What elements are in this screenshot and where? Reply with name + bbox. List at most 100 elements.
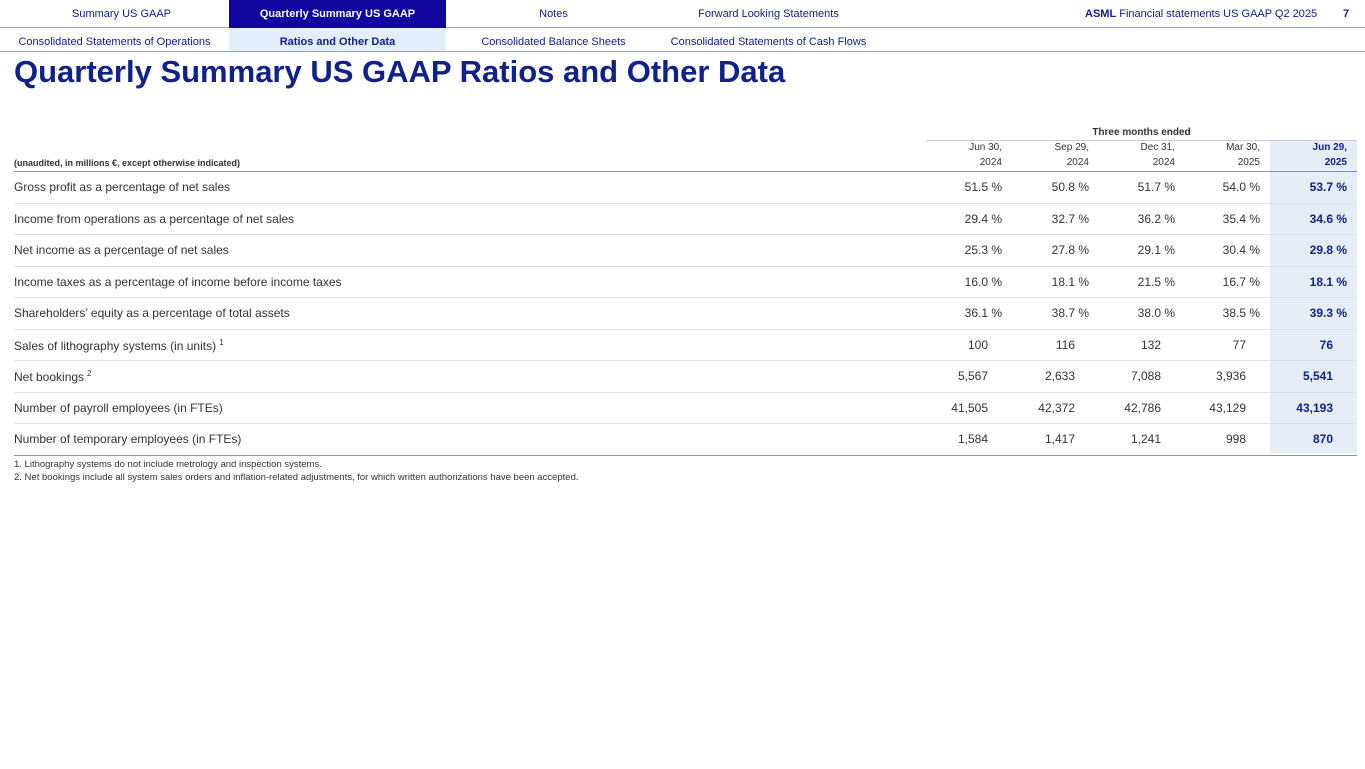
cell-value: 36.1 % [964, 306, 1002, 320]
cell-value: 39.3 % [1309, 306, 1347, 320]
cell-value: 38.0 % [1137, 306, 1175, 320]
group-header: Three months ended [1092, 127, 1191, 138]
nav-divider [0, 51, 1365, 52]
row-label: Number of payroll employees (in FTEs) [14, 401, 223, 415]
cell-value: 29.1 % [1137, 243, 1175, 257]
page-number: 7 [1343, 8, 1350, 20]
cell-value: 132 [1140, 337, 1161, 352]
column-header: Mar 30, [1226, 142, 1260, 153]
column-header: 2025 [1237, 157, 1260, 168]
cell-value: 51.7 % [1137, 180, 1175, 194]
footnote-ref: 1 [219, 337, 224, 347]
doc-header: ASML Financial statements US GAAP Q2 202… [1085, 0, 1317, 28]
footnotes: 1. Lithography systems do not include me… [14, 458, 579, 484]
column-header: 2024 [1066, 157, 1089, 168]
rule [14, 423, 1357, 424]
cell-value: 16.7 % [1222, 274, 1260, 289]
cell-value: 36.2 % [1137, 211, 1175, 226]
last-column-bg [1270, 140, 1357, 453]
nav-subtab[interactable]: Consolidated Statements of Cash Flows [670, 36, 867, 48]
rule [14, 171, 1357, 172]
cell-value: 32.7 % [1051, 211, 1089, 226]
cell-value: 42,786 [1124, 400, 1161, 415]
cell-value: 77 [1232, 337, 1246, 352]
cell-value: 29.4 % [964, 211, 1002, 226]
column-header: 2025 [1324, 157, 1347, 168]
cell-value: 5,541 [1302, 369, 1333, 383]
rule [14, 297, 1357, 298]
row-label: Income from operations as a percentage o… [14, 212, 294, 226]
nav-subtab[interactable]: Consolidated Statements of Operations [18, 36, 211, 48]
cell-value: 1,241 [1130, 432, 1161, 446]
column-header: Dec 31, [1140, 142, 1175, 153]
cell-value: 34.6 % [1309, 211, 1347, 226]
row-label: Number of temporary employees (in FTEs) [14, 432, 241, 446]
cell-value: 35.4 % [1222, 211, 1260, 226]
row-label-text: Net income as a percentage of net sales [14, 243, 229, 257]
rule [14, 202, 1357, 204]
row-label: Shareholders’ equity as a percentage of … [14, 306, 290, 320]
rule [14, 391, 1357, 393]
cell-value: 3,936 [1215, 369, 1246, 383]
cell-value: 21.5 % [1137, 274, 1175, 289]
cell-value: 38.5 % [1222, 306, 1260, 320]
rule [14, 265, 1357, 267]
column-header: Jun 29, [1312, 142, 1347, 153]
row-label: Gross profit as a percentage of net sale… [14, 180, 230, 194]
cell-value: 5,567 [957, 369, 988, 383]
cell-value: 50.8 % [1051, 180, 1089, 194]
cell-value: 16.0 % [964, 274, 1002, 289]
column-header: 2024 [979, 157, 1002, 168]
row-label-text: Income from operations as a percentage o… [14, 211, 295, 226]
rule [926, 140, 1357, 141]
unit-note: (unaudited, in millions €, except otherw… [14, 158, 241, 168]
cell-value: 41,505 [951, 400, 988, 415]
cell-value: 29.8 % [1309, 243, 1347, 257]
row-label: Sales of lithography systems (in units) 1 [14, 338, 224, 353]
row-label-text: Shareholders’ equity as a percentage of … [14, 306, 290, 320]
cell-value: 998 [1225, 432, 1246, 446]
row-label-text: Number of payroll employees (in FTEs) [14, 400, 223, 415]
cell-value: 53.7 % [1309, 180, 1347, 194]
nav-tab[interactable]: Notes [539, 8, 568, 20]
cell-value: 43,129 [1209, 400, 1246, 415]
footnote: 1. Lithography systems do not include me… [14, 459, 322, 470]
row-label-text: Income taxes as a percentage of income b… [14, 274, 342, 289]
row-label-text: Sales of lithography systems (in units) [14, 338, 217, 353]
cell-value: 116 [1055, 337, 1075, 352]
row-label-text: Net bookings [14, 370, 85, 384]
row-label-text: Number of temporary employees (in FTEs) [14, 432, 242, 446]
cell-value: 18.1 % [1309, 274, 1347, 289]
cell-value: 25.3 % [964, 243, 1002, 257]
nav-tab[interactable]: Forward Looking Statements [698, 8, 839, 20]
footnote: 2. Net bookings include all system sales… [14, 472, 579, 483]
cell-value: 2,633 [1044, 369, 1075, 383]
rule [14, 360, 1357, 361]
nav-tab[interactable]: Quarterly Summary US GAAP [229, 0, 446, 28]
cell-value: 54.0 % [1222, 180, 1260, 194]
nav-subtab[interactable]: Ratios and Other Data [229, 28, 446, 51]
column-header: Sep 29, [1054, 142, 1089, 153]
cell-value: 18.1 % [1051, 274, 1089, 289]
doc-title: Financial statements US GAAP Q2 2025 [1119, 8, 1318, 20]
nav-tab[interactable]: Summary US GAAP [71, 8, 172, 20]
cell-value: 43,193 [1296, 400, 1333, 415]
row-label: Income taxes as a percentage of income b… [14, 275, 342, 289]
nav-divider [0, 27, 1365, 28]
row-label-text: Gross profit as a percentage of net sale… [14, 180, 231, 194]
cell-value: 1,417 [1044, 432, 1075, 446]
cell-value: 30.4 % [1222, 243, 1260, 257]
rule [14, 234, 1357, 235]
cell-value: 38.7 % [1051, 306, 1089, 320]
column-header: Jun 30, [969, 142, 1002, 153]
brand: ASML [1085, 8, 1117, 20]
cell-value: 51.5 % [964, 180, 1002, 194]
row-label: Net bookings 2 [14, 369, 92, 384]
rule [14, 454, 1357, 456]
cell-value: 7,088 [1130, 369, 1161, 383]
nav-subtab[interactable]: Consolidated Balance Sheets [481, 36, 626, 48]
rule [14, 328, 1357, 330]
row-label: Net income as a percentage of net sales [14, 243, 229, 257]
footnote-ref: 2 [87, 369, 92, 378]
